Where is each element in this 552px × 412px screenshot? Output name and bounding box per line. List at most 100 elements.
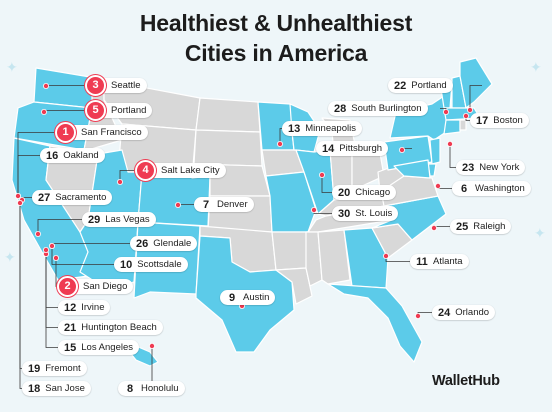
leader-line <box>279 128 282 144</box>
city-marker <box>382 252 389 259</box>
city-marker <box>276 140 283 147</box>
city-name: San Francisco <box>81 127 142 138</box>
city-marker <box>117 178 124 185</box>
city-label: 17 Boston <box>470 113 529 128</box>
city-name: Denver <box>217 199 248 210</box>
leader-line <box>469 85 482 110</box>
leader-line <box>119 170 136 182</box>
city-label: 26 Glendale <box>130 236 198 251</box>
city-rank: 28 <box>334 102 347 115</box>
city-name: South Burlington <box>351 103 422 114</box>
city-name: Glendale <box>153 238 192 249</box>
sparkle-icon: ✦ <box>534 225 546 241</box>
city-name: Atlanta <box>433 256 463 267</box>
city-name: Raleigh <box>473 221 506 232</box>
city-rank: 3 <box>85 75 106 96</box>
sparkle-icon: ✦ <box>6 59 18 75</box>
city-marker <box>318 171 325 178</box>
state-la <box>275 267 313 305</box>
city-name: Huntington Beach <box>81 322 157 333</box>
city-name: Boston <box>493 115 523 126</box>
city-name: Pittsburgh <box>339 143 383 154</box>
city-label: 8 Honolulu <box>118 381 185 396</box>
city-marker <box>16 199 23 206</box>
city-rank: 26 <box>136 237 149 250</box>
city-marker <box>174 201 181 208</box>
state-ga <box>343 227 389 289</box>
city-marker <box>466 107 473 114</box>
leader-line <box>51 246 114 265</box>
city-name: San Diego <box>83 281 128 292</box>
city-marker <box>53 254 60 261</box>
city-name: Irvine <box>81 302 105 313</box>
city-label: 30 St. Louis <box>332 206 399 221</box>
city-name: Portland <box>411 80 447 91</box>
leader-line <box>321 175 332 193</box>
state-ar <box>271 231 309 271</box>
state-md <box>393 159 431 179</box>
city-label: 21 Huntington Beach <box>58 320 163 335</box>
state-ri <box>459 119 467 131</box>
city-name: Fremont <box>45 363 81 374</box>
city-label: 23 New York <box>456 160 526 175</box>
city-rank: 20 <box>338 186 351 199</box>
city-name: Honolulu <box>141 383 179 394</box>
city-rank: 11 <box>416 255 428 268</box>
city-marker <box>14 192 21 199</box>
city-name: Portland <box>111 105 147 116</box>
title-line-2: Cities in America <box>184 40 368 66</box>
city-rank: 18 <box>28 382 41 395</box>
state-ms <box>305 231 323 287</box>
leader-line <box>19 203 22 389</box>
city-label: 24 Orlando <box>432 305 496 320</box>
city-rank: 12 <box>64 301 77 314</box>
city-name: Minneapolis <box>305 123 356 134</box>
city-rank: 8 <box>126 382 134 395</box>
state-ct <box>443 119 461 135</box>
state-ny <box>389 95 453 141</box>
city-rank: 25 <box>456 220 469 233</box>
city-marker <box>414 312 421 319</box>
city-rank: 22 <box>394 79 407 92</box>
city-name: Scottsdale <box>137 259 182 270</box>
city-label: 27 Sacramento <box>32 190 113 205</box>
city-label: 15 Los Angeles <box>58 340 140 355</box>
city-label: 7 Denver <box>194 197 254 212</box>
city-label: 20 Chicago <box>332 185 397 200</box>
city-marker <box>434 182 441 189</box>
city-label: 11 Atlanta <box>410 254 469 269</box>
city-name: Orlando <box>455 307 490 318</box>
city-label: 3 Seattle <box>85 75 147 96</box>
sparkle-icon: ✦ <box>530 59 542 75</box>
map-title: Healthiest & Unhealthiest Cities in Amer… <box>0 8 552 68</box>
city-marker <box>446 140 453 147</box>
city-name: Oakland <box>63 150 99 161</box>
city-marker <box>49 242 56 249</box>
city-label: 19 Fremont <box>22 361 87 376</box>
leader-line <box>17 155 40 196</box>
city-label: 16 Oakland <box>40 148 105 163</box>
city-name: Chicago <box>355 187 391 198</box>
city-marker <box>310 206 317 213</box>
city-rank: 29 <box>88 213 101 226</box>
city-label: 5 Portland <box>85 100 153 121</box>
city-name: Austin <box>243 292 270 303</box>
title-line-1: Healthiest & Unhealthiest <box>139 10 413 36</box>
city-rank: 21 <box>64 321 77 334</box>
city-label: 28 South Burlington <box>328 101 428 116</box>
city-rank: 23 <box>462 161 475 174</box>
city-marker <box>462 113 469 120</box>
city-marker <box>430 224 437 231</box>
city-name: Salt Lake City <box>161 165 220 176</box>
city-label: 14 Pittsburgh <box>316 141 389 156</box>
city-label: 18 San Jose <box>22 381 91 396</box>
leader-line <box>449 144 456 168</box>
city-rank: 15 <box>64 341 77 354</box>
sparkle-icon: ✦ <box>4 249 16 265</box>
city-label: 12 Irvine <box>58 300 111 315</box>
city-marker <box>35 230 42 237</box>
city-marker <box>442 109 449 116</box>
city-marker <box>398 146 405 153</box>
city-marker <box>41 109 48 116</box>
city-rank: 24 <box>438 306 451 319</box>
